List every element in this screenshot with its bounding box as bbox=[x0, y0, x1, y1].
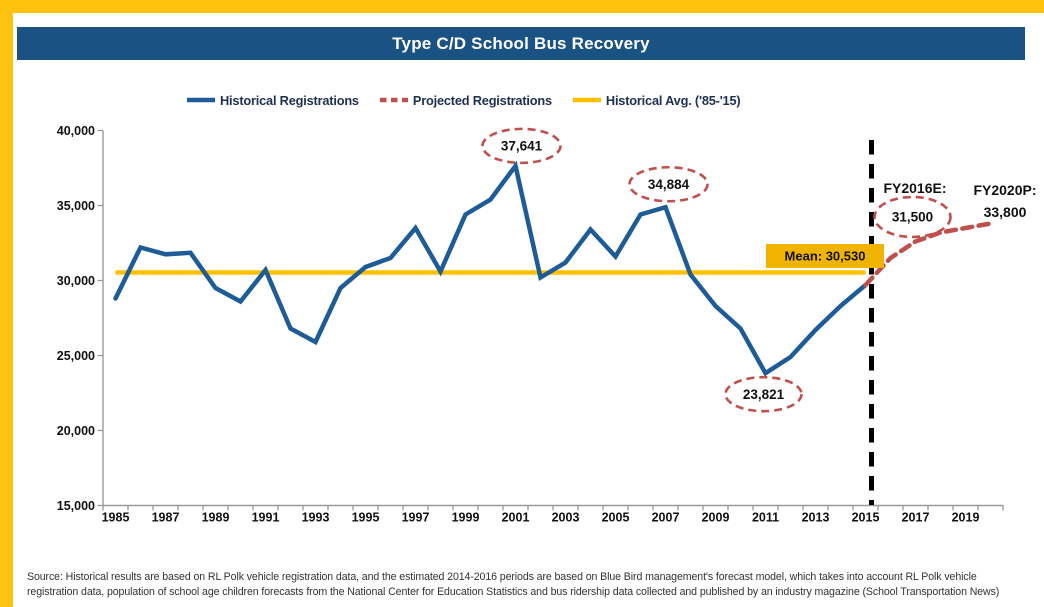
chart-title-bar: Type C/D School Bus Recovery bbox=[17, 27, 1025, 60]
x-tick-label: 1989 bbox=[202, 511, 230, 525]
callout-ellipse bbox=[481, 127, 562, 165]
x-tick-label: 1991 bbox=[252, 511, 280, 525]
callout-value-label: 31,500 bbox=[892, 210, 933, 225]
callout-value-label: 37,641 bbox=[501, 139, 543, 154]
x-tick-label: 2001 bbox=[502, 511, 530, 525]
legend-swatch-solid-line-icon bbox=[187, 97, 215, 103]
legend-item-0: Historical Registrations bbox=[186, 93, 359, 108]
page-border-left bbox=[0, 0, 13, 607]
x-tick-label: 2015 bbox=[852, 511, 880, 525]
source-line-2: registration data, population of school … bbox=[27, 586, 1000, 598]
y-tick-label: 40,000 bbox=[57, 124, 95, 138]
chart-legend: Historical Registrations Projected Regist… bbox=[186, 90, 741, 110]
x-tick-label: 1997 bbox=[402, 511, 430, 525]
legend-label: Projected Registrations bbox=[412, 92, 552, 108]
x-tick-label: 2011 bbox=[752, 511, 779, 525]
x-tick-label: 1993 bbox=[302, 511, 330, 525]
x-tick-label: 2003 bbox=[552, 511, 580, 525]
y-tick-label: 25,000 bbox=[57, 349, 95, 363]
legend-label: Historical Registrations bbox=[220, 92, 359, 108]
x-tick-label: 2019 bbox=[952, 511, 980, 525]
callout-value-label: 23,821 bbox=[743, 387, 785, 402]
source-note: Source: Historical results are based on … bbox=[27, 570, 1027, 600]
y-tick-label: 35,000 bbox=[57, 199, 95, 213]
source-line-1: Source: Historical results are based on … bbox=[27, 571, 977, 583]
mean-label: Mean: 30,530 bbox=[785, 249, 866, 264]
y-tick-label: 15,000 bbox=[57, 499, 95, 513]
x-tick-label: 1985 bbox=[102, 511, 130, 525]
x-tick-label: 1999 bbox=[452, 511, 480, 525]
fy2016e-label: FY2016E: bbox=[883, 180, 946, 196]
projected-registrations-line bbox=[863, 221, 993, 288]
x-tick-label: 1995 bbox=[352, 511, 380, 525]
chart-title: Type C/D School Bus Recovery bbox=[392, 33, 650, 53]
callout-ellipse bbox=[873, 195, 952, 239]
y-tick-label: 30,000 bbox=[57, 274, 95, 288]
callout-value-label: 34,884 bbox=[648, 177, 690, 192]
x-tick-label: 2007 bbox=[652, 511, 680, 525]
mean-label-box bbox=[766, 244, 884, 268]
x-tick-label: 2013 bbox=[802, 511, 830, 525]
page-border-top bbox=[0, 0, 1044, 13]
fy2020p-label: FY2020P: bbox=[973, 182, 1036, 198]
callout-ellipse bbox=[724, 375, 803, 413]
fy2020p-value: 33,800 bbox=[984, 204, 1027, 220]
y-tick-label: 20,000 bbox=[57, 424, 95, 438]
legend-item-1: Projected Registrations bbox=[379, 93, 552, 108]
x-tick-label: 2009 bbox=[702, 511, 730, 525]
legend-swatch-dashed-line-icon bbox=[379, 97, 408, 103]
historical-registrations-line bbox=[113, 160, 868, 377]
x-tick-label: 2017 bbox=[902, 511, 930, 525]
legend-label: Historical Avg. ('85-'15) bbox=[605, 92, 741, 108]
legend-item-2: Historical Avg. ('85-'15) bbox=[572, 93, 741, 108]
legend-swatch-solid-line-icon bbox=[572, 97, 601, 103]
x-tick-label: 2005 bbox=[602, 511, 630, 525]
x-tick-label: 1987 bbox=[152, 511, 180, 525]
callout-ellipse bbox=[628, 165, 709, 203]
